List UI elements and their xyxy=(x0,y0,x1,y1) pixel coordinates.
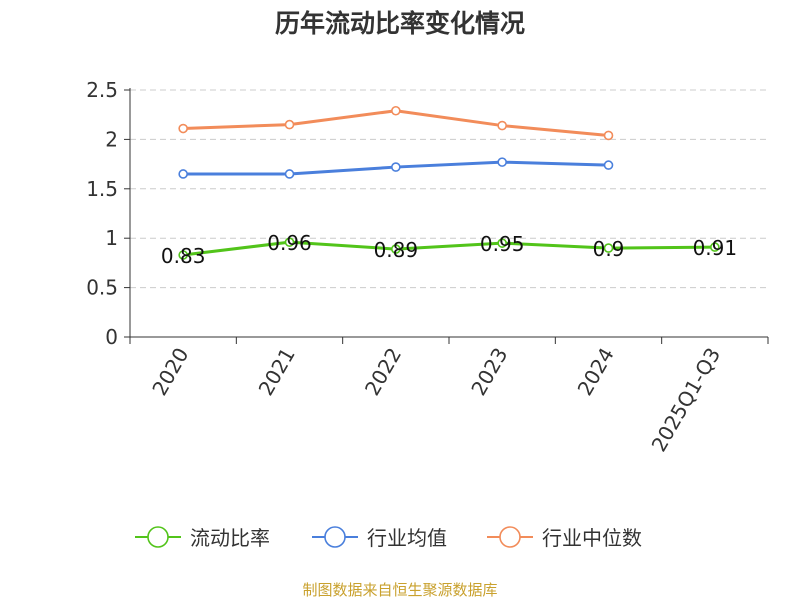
data-label: 0.96 xyxy=(267,231,312,255)
data-point xyxy=(178,250,188,260)
data-point xyxy=(284,237,295,247)
x-tick-label: 2021 xyxy=(254,344,300,400)
x-tick-label: 2025Q1-Q3 xyxy=(646,344,725,456)
data-point xyxy=(603,130,614,141)
data-labels: 0.83 0.96 0.89 0.95 0.9 0.91 xyxy=(161,231,737,268)
data-label: 0.95 xyxy=(480,232,525,256)
legend-label: 流动比率 xyxy=(190,526,270,550)
data-point xyxy=(497,238,507,248)
data-label: 0.83 xyxy=(161,244,206,268)
series xyxy=(178,105,720,260)
legend-marker xyxy=(147,526,169,548)
data-point xyxy=(391,162,401,172)
x-tick-label: 2024 xyxy=(573,344,619,400)
data-point xyxy=(284,169,295,179)
legend-marker xyxy=(324,526,346,548)
legend-label: 行业中位数 xyxy=(542,526,642,550)
source-note: 制图数据来自恒生聚源数据库 xyxy=(302,581,497,599)
y-tick-label: 2.5 xyxy=(86,78,118,102)
y-tick-label: 0 xyxy=(105,325,118,349)
chart-title: 历年流动比率变化情况 xyxy=(275,9,525,38)
y-tick-label: 1 xyxy=(105,226,118,250)
data-point xyxy=(497,120,507,131)
x-tick-label: 2023 xyxy=(466,343,512,399)
data-point xyxy=(178,169,188,179)
y-tick-label: 2 xyxy=(105,127,118,151)
x-tick-label: 2022 xyxy=(360,344,406,400)
data-point xyxy=(284,119,295,130)
data-point xyxy=(391,105,401,116)
data-point xyxy=(178,123,188,134)
data-point xyxy=(603,243,614,253)
legend-label: 行业均值 xyxy=(367,526,447,550)
series-line xyxy=(182,240,715,257)
legend: 流动比率 行业均值 行业中位数 xyxy=(135,526,642,550)
y-tick-label: 1.5 xyxy=(86,177,118,201)
legend-marker xyxy=(499,526,521,548)
x-tick-label: 2020 xyxy=(147,344,193,400)
data-label: 0.91 xyxy=(693,236,738,260)
data-label: 0.89 xyxy=(374,238,419,262)
data-label: 0.9 xyxy=(593,237,625,261)
y-tick-label: 0.5 xyxy=(86,276,118,300)
data-point xyxy=(710,242,720,252)
data-point xyxy=(391,244,401,254)
data-point xyxy=(497,157,507,167)
data-point xyxy=(603,160,614,170)
grid xyxy=(130,89,768,289)
